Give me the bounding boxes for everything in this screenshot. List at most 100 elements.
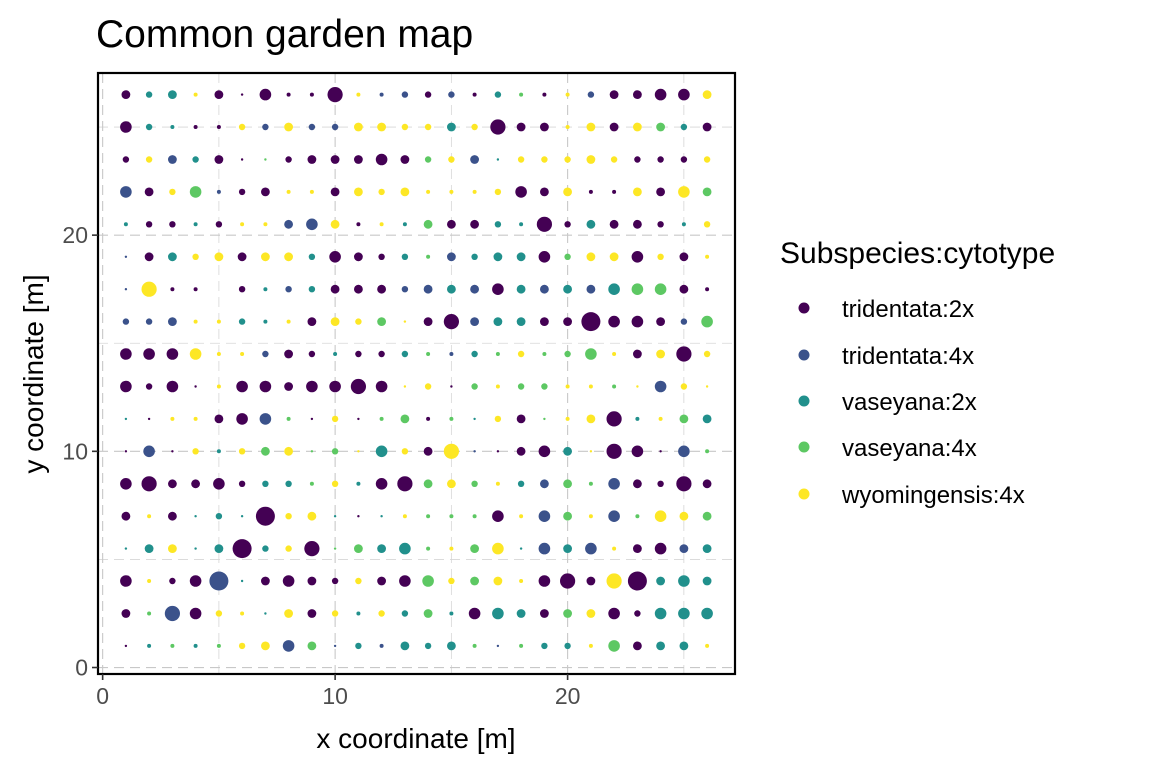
data-point — [471, 253, 478, 260]
data-point — [284, 219, 293, 229]
data-point — [493, 252, 503, 262]
data-point — [262, 480, 269, 487]
data-point — [703, 350, 711, 358]
data-point — [238, 123, 246, 131]
data-point — [330, 317, 340, 326]
data-point — [495, 352, 500, 356]
data-point — [612, 384, 617, 389]
data-point — [380, 515, 383, 518]
data-point — [543, 417, 546, 421]
data-point — [168, 544, 177, 553]
data-point — [586, 576, 596, 586]
data-point — [286, 319, 291, 324]
data-point — [608, 478, 620, 490]
data-point — [122, 318, 130, 325]
data-point — [564, 253, 571, 260]
data-point — [284, 609, 293, 618]
data-point — [331, 123, 339, 131]
data-point — [284, 446, 293, 456]
data-point — [232, 539, 252, 559]
data-point — [657, 221, 664, 228]
data-point — [654, 510, 667, 522]
data-point — [586, 122, 596, 132]
data-point — [400, 187, 410, 197]
data-point — [309, 189, 314, 194]
data-point — [424, 642, 432, 650]
data-point — [216, 189, 221, 194]
data-point — [633, 219, 642, 229]
data-point — [164, 605, 180, 622]
data-points — [120, 87, 713, 652]
data-point — [565, 92, 570, 97]
data-point — [679, 284, 689, 294]
data-point — [403, 385, 407, 388]
data-point — [121, 609, 131, 618]
data-point — [540, 609, 549, 618]
data-point — [168, 90, 177, 99]
data-point — [678, 445, 690, 458]
data-point — [124, 644, 128, 648]
data-point — [286, 92, 291, 97]
data-point — [702, 511, 712, 521]
data-point — [633, 349, 642, 359]
data-point — [517, 383, 525, 390]
data-point — [588, 643, 593, 648]
data-point — [633, 90, 642, 99]
data-point — [495, 481, 500, 486]
data-point — [702, 544, 712, 553]
data-point — [472, 92, 477, 97]
data-point — [449, 611, 454, 616]
data-point — [563, 317, 572, 326]
data-point — [564, 350, 571, 358]
data-point — [449, 514, 454, 519]
data-point — [284, 382, 293, 391]
data-point — [679, 511, 689, 521]
data-point — [701, 607, 713, 620]
data-point — [426, 546, 431, 551]
data-point — [470, 317, 479, 326]
data-point — [540, 187, 549, 197]
data-point — [678, 607, 690, 620]
data-point — [705, 449, 710, 454]
data-point — [563, 609, 572, 618]
data-point — [216, 384, 221, 389]
data-point — [216, 352, 221, 356]
data-point — [193, 125, 198, 129]
data-point — [678, 575, 690, 587]
data-point — [357, 515, 360, 518]
data-point — [310, 417, 314, 421]
legend: Subspecies:cytotype tridentata:2x triden… — [780, 237, 1055, 509]
data-point — [262, 545, 269, 552]
data-point — [608, 607, 620, 620]
data-point — [449, 546, 454, 551]
data-point — [540, 122, 549, 132]
data-point — [702, 90, 712, 99]
data-point — [378, 188, 385, 196]
data-point — [354, 284, 363, 294]
data-point — [193, 287, 198, 292]
data-point — [705, 643, 710, 648]
data-point — [401, 448, 409, 455]
data-point — [496, 158, 500, 161]
data-point — [355, 350, 362, 358]
data-point — [379, 416, 384, 421]
data-point — [307, 317, 317, 326]
data-point — [608, 315, 620, 328]
data-point — [538, 445, 551, 458]
data-point — [350, 378, 366, 395]
data-point — [214, 252, 224, 262]
data-point — [329, 250, 341, 263]
data-point — [261, 446, 270, 456]
data-point — [377, 284, 386, 294]
data-point — [656, 641, 665, 651]
y-axis-title: y coordinate [m] — [18, 274, 49, 473]
data-point — [170, 416, 175, 421]
data-point — [354, 544, 363, 553]
data-point — [308, 253, 316, 260]
grid-lines — [98, 73, 735, 674]
data-point — [447, 219, 456, 229]
x-axis-title: x coordinate [m] — [316, 723, 515, 754]
data-point — [238, 286, 246, 293]
data-point — [356, 222, 361, 227]
data-point — [355, 642, 362, 650]
